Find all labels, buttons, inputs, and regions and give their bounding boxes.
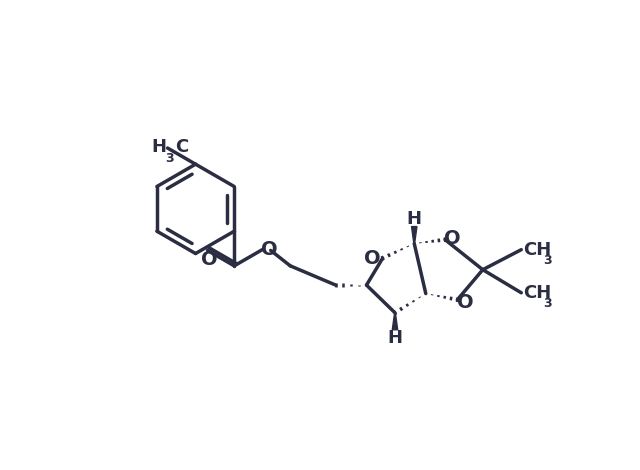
Text: CH: CH	[523, 241, 551, 259]
Text: 3: 3	[543, 297, 552, 310]
Text: CH: CH	[523, 284, 551, 302]
Text: 3: 3	[543, 253, 552, 266]
Text: H: H	[407, 210, 422, 228]
Text: O: O	[201, 250, 218, 269]
Text: 3: 3	[166, 152, 174, 165]
Text: O: O	[457, 293, 474, 312]
Polygon shape	[392, 313, 397, 330]
Polygon shape	[412, 227, 417, 243]
Text: O: O	[261, 240, 278, 259]
Text: H: H	[387, 329, 403, 347]
Text: O: O	[364, 250, 380, 268]
Text: C: C	[175, 138, 189, 156]
Text: O: O	[444, 228, 461, 248]
Text: H: H	[151, 138, 166, 156]
